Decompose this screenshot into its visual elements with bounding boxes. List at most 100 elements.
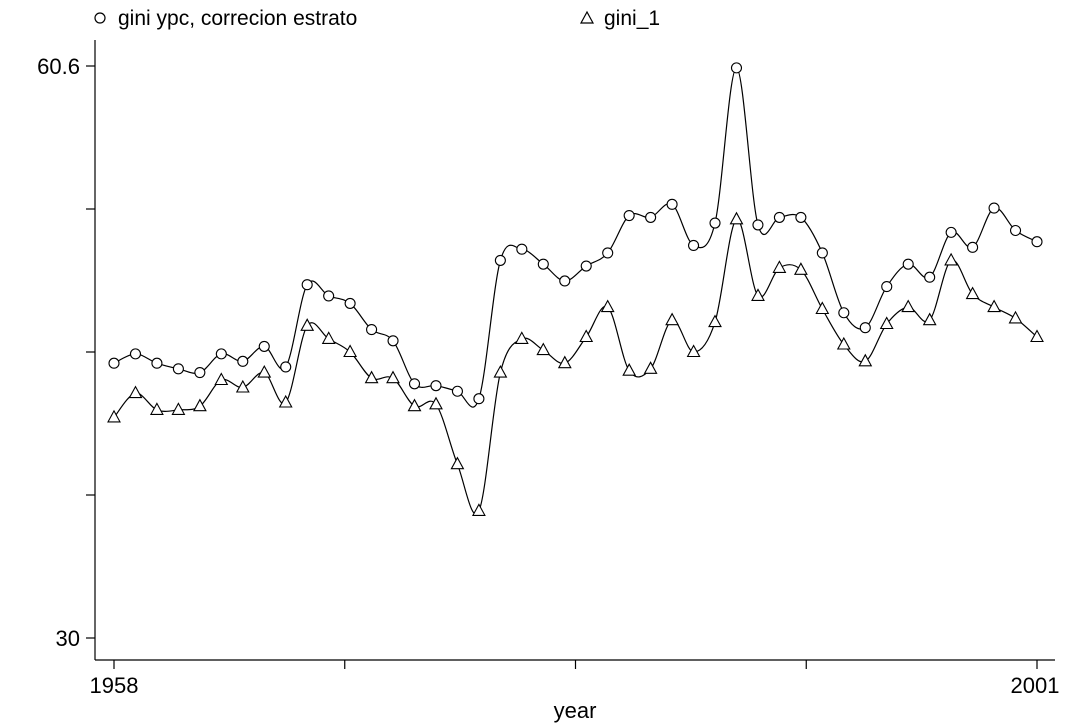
point-triangle-1959 [128,385,143,399]
point-circle-1976 [494,254,506,266]
point-circle-2001 [1031,236,1043,248]
point-triangle-1976 [493,364,508,378]
point-triangle-1971 [386,370,400,384]
point-triangle-1970 [364,370,379,384]
point-triangle-1963 [214,372,229,386]
point-triangle-1992 [836,336,851,350]
point-circle-1963 [215,348,227,360]
legend-marker-gini-1 [579,10,595,24]
point-circle-1983 [645,211,657,223]
series-markers [107,62,1044,516]
legend-label-gini-1: gini_1 [604,7,660,30]
point-triangle-1996 [922,312,937,326]
point-circle-1973 [430,380,442,392]
point-triangle-1999 [987,299,1002,313]
x-tick-label-max: 2001 [1011,673,1060,698]
point-circle-1984 [666,198,678,210]
point-triangle-1998 [965,286,980,300]
point-circle-1999 [988,202,1000,214]
point-circle-1968 [323,290,335,302]
point-triangle-1987 [729,211,744,225]
point-triangle-2000 [1008,310,1023,324]
point-circle-1985 [688,239,700,252]
point-triangle-1989 [772,260,787,273]
y-tick-label-max: 60.6 [37,54,80,79]
point-triangle-1978 [536,342,551,356]
point-circle-1992 [838,307,850,319]
point-circle-2000 [1009,224,1022,237]
point-circle-1962 [194,367,206,379]
axes: 60.6 30 1958 2001 year [37,40,1059,723]
series-line-0 [113,67,1038,408]
point-circle-1987 [730,62,743,74]
point-triangle-2001 [1030,329,1044,343]
point-circle-1958 [108,357,120,369]
point-triangle-1973 [429,396,443,410]
point-circle-1994 [881,281,893,293]
y-tick-label-min: 30 [56,626,80,651]
point-triangle-1985 [686,344,701,358]
point-triangle-1993 [858,353,873,367]
point-circle-1995 [902,258,914,270]
point-triangle-1997 [944,252,959,266]
point-circle-1991 [816,247,828,259]
point-circle-1988 [752,219,764,231]
point-circle-1980 [580,260,592,272]
point-triangle-1972 [407,398,422,412]
point-triangle-1991 [815,301,830,315]
point-circle-1998 [967,241,979,253]
point-circle-1986 [709,217,721,229]
point-circle-1974 [451,385,463,397]
point-triangle-1990 [793,262,808,275]
point-circle-1959 [129,348,142,360]
legend-label-gini-ypc: gini ypc, correcion estrato [118,7,357,30]
point-circle-1961 [172,363,184,375]
point-triangle-1975 [471,503,486,516]
point-circle-1975 [473,393,485,405]
point-circle-1990 [795,211,807,223]
point-triangle-1966 [278,394,293,408]
point-circle-1964 [237,355,249,367]
point-triangle-1980 [579,329,594,343]
point-triangle-1965 [257,364,272,378]
point-circle-1979 [559,275,571,287]
point-circle-1967 [301,279,313,291]
point-triangle-1994 [879,316,894,330]
x-tick-label-min: 1958 [90,673,139,698]
point-circle-1996 [924,271,936,283]
point-triangle-1962 [192,398,207,412]
point-circle-1982 [623,209,635,222]
point-triangle-1969 [343,344,358,358]
point-triangle-1977 [514,331,529,344]
point-triangle-1961 [171,402,186,415]
point-circle-1997 [945,226,957,238]
point-triangle-1967 [300,318,315,331]
point-circle-1971 [387,335,399,347]
legend: gini ypc, correcion estrato gini_1 [94,7,660,30]
series-lines [113,67,1038,515]
point-circle-1978 [537,258,549,270]
point-circle-1960 [151,357,163,369]
point-triangle-1958 [107,409,121,423]
point-triangle-1984 [665,312,680,326]
point-circle-1965 [258,340,270,352]
point-circle-1977 [516,243,528,255]
point-triangle-1982 [622,363,637,376]
x-axis-title: year [554,698,597,723]
point-circle-1981 [602,247,614,259]
point-triangle-1983 [643,361,658,374]
point-triangle-1968 [321,331,336,344]
point-triangle-1979 [557,355,572,369]
point-triangle-1995 [901,299,916,313]
point-triangle-1981 [600,299,615,313]
legend-marker-gini-ypc [94,12,106,24]
point-triangle-1986 [708,314,722,328]
point-triangle-1974 [450,456,465,470]
point-circle-1972 [408,378,421,390]
point-triangle-1988 [751,288,765,301]
point-circle-1966 [280,361,292,373]
point-circle-1993 [859,322,871,334]
point-circle-1989 [773,211,785,223]
point-circle-1969 [344,297,356,309]
